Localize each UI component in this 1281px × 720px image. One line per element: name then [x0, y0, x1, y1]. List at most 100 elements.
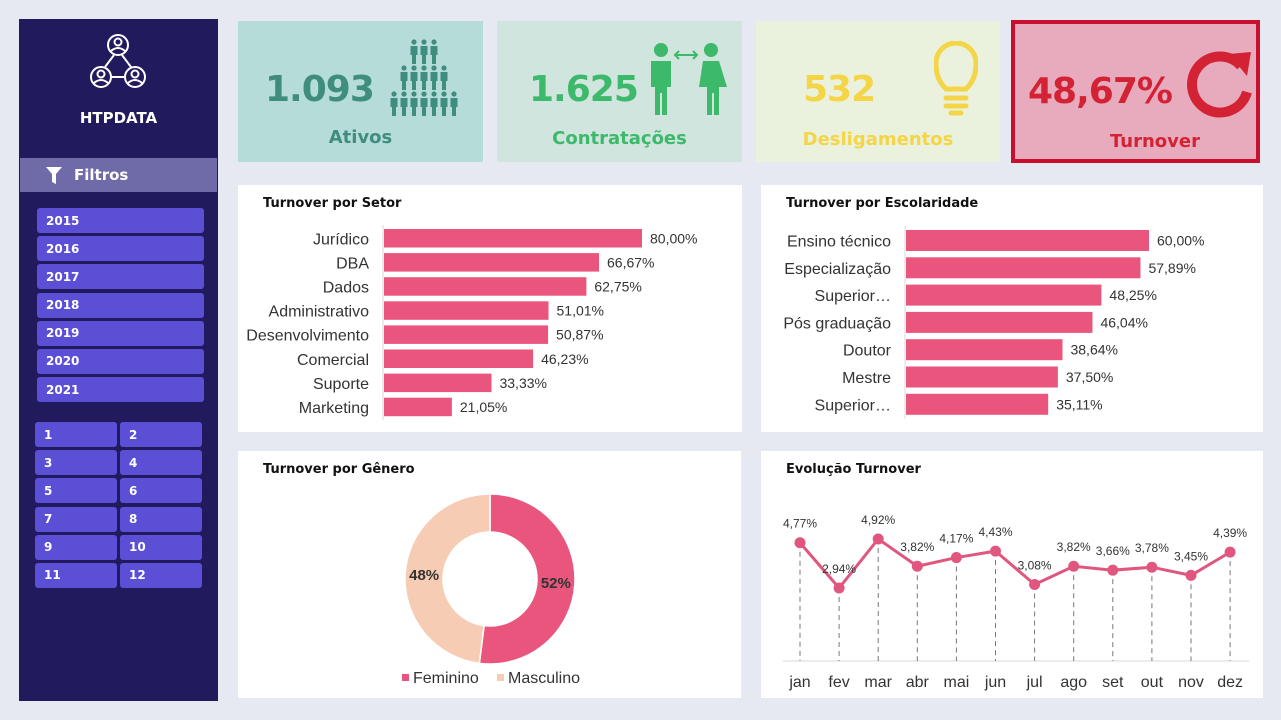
kpi-card-contratacoes: 1.625 Contratações — [497, 21, 742, 162]
data-label: 4,92% — [861, 513, 895, 527]
bar — [906, 366, 1058, 388]
kpi-value: 1.093 — [265, 69, 375, 110]
x-tick-label: set — [1102, 674, 1124, 691]
data-label: 51,01% — [557, 303, 604, 319]
brand-name: HTPDATA — [79, 109, 158, 127]
bar — [906, 339, 1063, 361]
data-label: 2,94% — [822, 562, 856, 576]
data-label: 3,82% — [1057, 540, 1091, 554]
x-tick-label: jan — [788, 674, 810, 691]
x-tick-label: dez — [1217, 674, 1243, 691]
data-label: 3,08% — [1018, 559, 1052, 573]
data-point — [1029, 579, 1041, 591]
data-label: 4,17% — [939, 532, 973, 546]
month-button-6[interactable]: 6 — [120, 478, 202, 504]
data-point — [872, 533, 884, 545]
people-group-icon — [390, 39, 458, 116]
kpi-card-turnover: 48,67% Turnover — [1011, 20, 1260, 163]
month-button-5[interactable]: 5 — [35, 478, 117, 504]
chart-title: Evolução Turnover — [786, 462, 921, 477]
data-label: 3,66% — [1096, 544, 1130, 558]
funnel-icon — [46, 166, 62, 184]
bar — [906, 257, 1141, 279]
panel-turnover-por-setor: Turnover por Setor Jurídico 80,00% DBA 66,6… — [238, 185, 742, 432]
month-button-2[interactable]: 2 — [120, 422, 202, 447]
refresh-icon — [1187, 51, 1252, 118]
hiring-icon — [651, 43, 727, 115]
bar — [384, 397, 452, 417]
data-label: 21,05% — [460, 399, 507, 415]
data-label: 46,04% — [1100, 314, 1147, 330]
data-point — [1107, 564, 1119, 576]
data-point — [1185, 569, 1197, 581]
data-point — [1224, 546, 1236, 558]
category-label: Marketing — [299, 400, 369, 417]
month-button-10[interactable]: 10 — [120, 534, 202, 560]
kpi-card-ativos: 1.093 Ativos — [238, 21, 483, 162]
x-tick-label: nov — [1178, 674, 1204, 691]
x-tick-label: fev — [828, 674, 849, 691]
data-label: 3,45% — [1174, 549, 1208, 563]
bar — [384, 229, 642, 248]
x-tick-label: mar — [864, 674, 892, 691]
x-tick-label: jun — [984, 674, 1006, 691]
month-button-12[interactable]: 12 — [120, 562, 202, 588]
data-point — [794, 537, 806, 549]
year-button-2016[interactable]: 2016 — [37, 236, 204, 262]
kpi-label: Contratações — [552, 128, 687, 149]
x-tick-label: abr — [906, 674, 930, 691]
data-label: 37,50% — [1066, 369, 1113, 385]
data-label: 35,11% — [1056, 396, 1102, 412]
bar — [384, 373, 492, 393]
year-button-2015[interactable]: 2015 — [37, 208, 204, 233]
kpi-card-desligamentos: 532 Desligamentos — [756, 21, 1000, 162]
data-point — [1068, 560, 1080, 572]
data-label: 38,64% — [1070, 342, 1117, 358]
category-label: Superior… — [815, 288, 891, 305]
category-label: Superior… — [815, 397, 891, 414]
year-button-2018[interactable]: 2018 — [37, 292, 204, 318]
month-button-9[interactable]: 9 — [35, 534, 117, 560]
bar — [384, 349, 534, 368]
bar — [384, 253, 600, 272]
year-button-2021[interactable]: 2021 — [37, 377, 204, 403]
month-button-7[interactable]: 7 — [35, 506, 117, 532]
year-button-2019[interactable]: 2019 — [37, 320, 204, 346]
data-point — [990, 545, 1001, 557]
panel-turnover-por-escolaridade: Turnover por Escolaridade Ensino técnico… — [761, 185, 1263, 432]
sidebar: HTPDATA Filtros 2015 2016 2017 2018 2019… — [19, 19, 218, 701]
donut-slice — [404, 493, 491, 665]
turnover-by-gender-chart: 52% 48% Feminino Masculino — [402, 493, 580, 687]
category-label: Doutor — [843, 343, 892, 360]
year-button-2020[interactable]: 2020 — [37, 348, 204, 374]
data-label: 4,43% — [978, 525, 1012, 539]
data-label: 50,87% — [556, 327, 603, 343]
data-label: 57,89% — [1148, 260, 1195, 276]
turnover-by-sector-chart: Jurídico 80,00% DBA 66,67% Dados 62,75% Admini… — [246, 225, 697, 421]
month-button-3[interactable]: 3 — [35, 450, 117, 476]
month-filter-grid: 1 2 3 4 5 6 7 8 9 10 11 12 — [35, 422, 203, 588]
data-label: 46,23% — [541, 351, 588, 367]
month-button-1[interactable]: 1 — [35, 422, 117, 447]
turnover-evolution-chart: 4,77% jan 2,94% fev 4,92% mar 3,82% abr 4,17% mai… — [783, 513, 1249, 691]
month-button-4[interactable]: 4 — [120, 450, 202, 476]
legend-swatch — [497, 674, 504, 681]
kpi-label: Ativos — [328, 127, 393, 148]
month-button-11[interactable]: 11 — [35, 562, 117, 588]
data-point — [911, 560, 923, 572]
bar — [906, 284, 1102, 306]
data-label: 62,75% — [594, 278, 641, 294]
data-label: 3,82% — [900, 540, 934, 554]
chart-title: Turnover por Escolaridade — [786, 196, 979, 211]
data-label: 4,39% — [1213, 526, 1247, 540]
lightbulb-icon — [934, 41, 978, 116]
category-label: Dados — [323, 279, 369, 296]
category-label: Ensino técnico — [787, 234, 891, 251]
month-button-8[interactable]: 8 — [120, 506, 202, 532]
data-point — [1146, 561, 1158, 573]
category-label: Administrativo — [269, 304, 370, 321]
kpi-value: 532 — [803, 69, 876, 110]
year-button-2017[interactable]: 2017 — [37, 264, 204, 290]
category-label: Especialização — [784, 261, 891, 278]
turnover-by-education-chart: Ensino técnico 60,00% Especialização 57,89%… — [783, 226, 1204, 419]
